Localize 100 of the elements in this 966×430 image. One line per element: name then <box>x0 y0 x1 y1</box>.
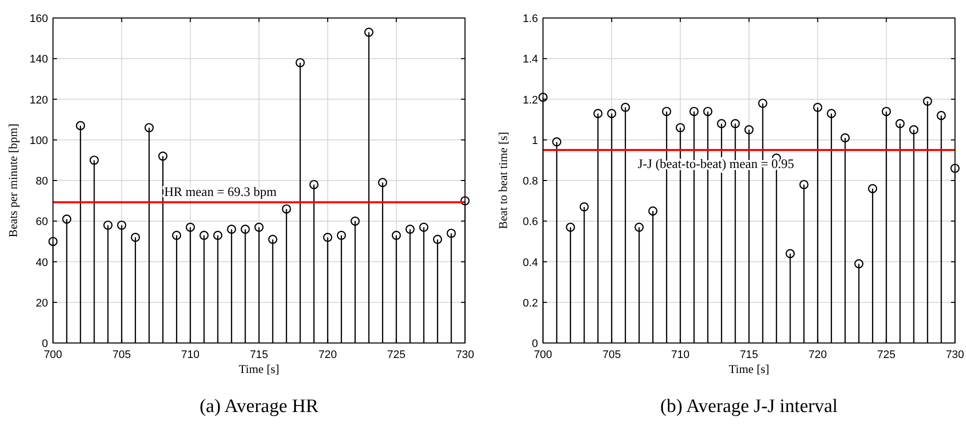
point <box>309 180 319 190</box>
point <box>786 249 795 258</box>
point <box>117 220 126 230</box>
point <box>648 206 658 216</box>
x-tick-label: 730 <box>456 349 474 361</box>
point <box>364 28 374 37</box>
point <box>460 196 470 206</box>
y-tick-label: 1.4 <box>522 54 538 66</box>
point <box>538 92 548 102</box>
point <box>730 119 740 128</box>
x-tick-label: 700 <box>44 349 62 361</box>
y-tick-label: 0.4 <box>522 256 538 269</box>
y-tick-label: 1.6 <box>522 13 538 25</box>
point <box>144 123 154 132</box>
x-tick-label: 720 <box>318 349 337 361</box>
point <box>213 230 222 240</box>
x-tick-label: 725 <box>877 349 896 361</box>
point <box>268 234 278 244</box>
point <box>634 222 644 232</box>
text: (b) Average J-J interval <box>660 396 838 417</box>
point <box>172 230 182 240</box>
point <box>226 224 236 234</box>
y-tick-label: 120 <box>30 94 48 106</box>
point <box>76 121 86 130</box>
point <box>689 106 699 116</box>
x-tick-label: 715 <box>250 349 268 361</box>
x-tick-label: 705 <box>602 349 621 361</box>
point <box>240 224 250 234</box>
x-tick-label: 700 <box>534 349 552 361</box>
point <box>868 184 878 194</box>
point <box>593 108 603 118</box>
point <box>580 202 589 212</box>
y-tick-label: 160 <box>30 13 48 25</box>
x-tick-label: 715 <box>740 349 758 361</box>
point <box>130 232 140 242</box>
point <box>419 222 428 232</box>
point <box>909 125 918 134</box>
y-tick-label: 40 <box>36 256 48 269</box>
y-tick-label: 20 <box>36 297 48 310</box>
x-tick-label: 710 <box>181 349 200 361</box>
point <box>103 220 113 230</box>
y-tick-label: 0.6 <box>522 216 538 228</box>
point <box>566 222 576 232</box>
x-tick-label: 720 <box>808 349 827 361</box>
point <box>676 123 685 132</box>
point <box>922 96 932 106</box>
point <box>895 119 905 128</box>
point <box>405 224 415 234</box>
text: (a) Average HR <box>200 396 319 417</box>
point <box>662 106 672 116</box>
point <box>62 214 72 224</box>
point <box>254 222 264 232</box>
y-tick-label: 80 <box>36 176 48 188</box>
x-axis-title: Time [s] <box>728 362 770 376</box>
point <box>186 222 195 232</box>
point <box>882 106 891 116</box>
point <box>552 137 562 147</box>
point <box>758 98 768 108</box>
point <box>432 234 442 244</box>
point <box>90 156 99 165</box>
ref-line-label: HR mean = 69.3 bpm <box>164 184 277 200</box>
point <box>378 178 388 188</box>
point <box>323 232 332 242</box>
y-axis-title: Beats per minute [bpm] <box>6 124 20 238</box>
point <box>716 119 726 128</box>
y-tick-label: 0 <box>532 338 538 350</box>
point <box>936 110 946 120</box>
y-axis-title: Beat to beat time [s] <box>496 132 510 230</box>
point <box>48 236 58 246</box>
point <box>296 58 305 68</box>
y-tick-label: 60 <box>36 216 48 228</box>
point <box>703 106 712 116</box>
point <box>282 204 292 214</box>
point <box>620 102 630 112</box>
y-tick-label: 1.2 <box>522 94 538 106</box>
point <box>950 164 960 173</box>
point <box>826 108 836 118</box>
point <box>446 228 456 238</box>
point <box>392 230 401 240</box>
x-axis-title: Time [s] <box>238 362 280 376</box>
point <box>350 216 360 226</box>
point <box>744 125 754 134</box>
point <box>607 108 616 118</box>
y-tick-label: 100 <box>30 134 48 147</box>
y-tick-label: 0.8 <box>522 176 538 188</box>
y-tick-label: 1 <box>532 134 538 147</box>
y-tick-label: 0 <box>42 338 48 350</box>
y-tick-label: 140 <box>30 54 48 66</box>
x-tick-label: 705 <box>112 349 131 361</box>
point <box>158 152 168 161</box>
point <box>813 102 822 112</box>
x-tick-label: 725 <box>387 349 406 361</box>
point <box>799 180 809 190</box>
point <box>336 230 346 240</box>
point <box>199 230 209 240</box>
y-tick-label: 0.2 <box>522 297 538 310</box>
point <box>854 259 864 268</box>
x-tick-label: 710 <box>671 349 690 361</box>
point <box>840 133 850 142</box>
x-tick-label: 730 <box>946 349 964 361</box>
